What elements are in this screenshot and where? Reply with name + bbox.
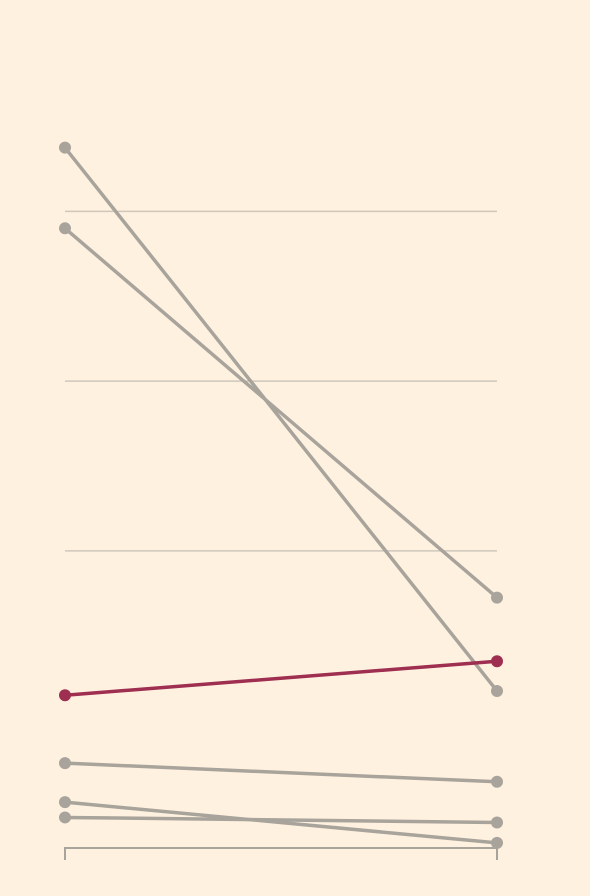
series-5 xyxy=(59,811,503,829)
series-line-2 xyxy=(63,659,499,697)
series-line-3 xyxy=(63,761,499,784)
series-4-point-0 xyxy=(59,796,71,809)
x-axis xyxy=(64,847,498,860)
series-4-point-1 xyxy=(491,836,503,849)
series-0 xyxy=(59,141,503,697)
x-axis-bracket xyxy=(64,847,498,860)
series-3-point-0 xyxy=(59,757,71,770)
series-3-point-1 xyxy=(491,775,503,788)
series-0-point-0 xyxy=(59,141,71,154)
series-3 xyxy=(59,757,503,788)
series-5-point-0 xyxy=(59,811,71,824)
series-4 xyxy=(59,796,503,849)
series-0-point-1 xyxy=(491,684,503,697)
series-2 xyxy=(59,655,503,702)
series-line-1 xyxy=(63,226,499,600)
series-1-point-1 xyxy=(491,591,503,604)
series-1-point-0 xyxy=(59,222,71,235)
series-2-point-0 xyxy=(59,689,71,702)
series-2-point-1 xyxy=(491,655,503,668)
series-line-5 xyxy=(63,815,499,825)
gridlines xyxy=(65,210,497,552)
series-5-point-1 xyxy=(491,816,503,829)
series-line-0 xyxy=(63,145,499,693)
series-lines xyxy=(59,141,503,849)
series-1 xyxy=(59,222,503,604)
series-line-4 xyxy=(63,800,499,845)
